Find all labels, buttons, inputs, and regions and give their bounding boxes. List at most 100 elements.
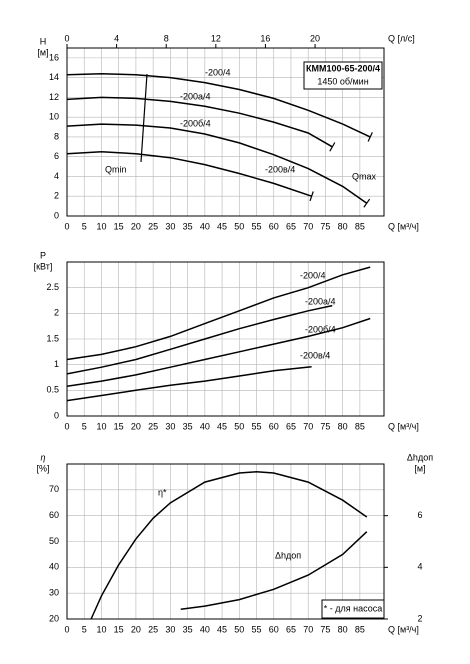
y-tick-label: 2	[54, 308, 59, 318]
x-tick-label: 25	[148, 624, 158, 634]
x2-axis-label: Q [л/с]	[388, 33, 415, 43]
x-tick-label: 15	[114, 421, 124, 431]
note-box	[321, 599, 385, 619]
y-tick-label: 16	[49, 52, 59, 62]
y2-tick-label: 6	[417, 510, 422, 520]
x-tick-label: 20	[131, 221, 141, 231]
series-label: -200б/4	[180, 118, 211, 128]
y-tick-label: 20	[49, 613, 59, 623]
y2-axis-label: Δhдоп	[407, 452, 433, 462]
end-mark	[329, 142, 336, 152]
curve	[66, 304, 333, 375]
series-label: η*	[158, 487, 167, 497]
x-tick-label: 80	[338, 421, 348, 431]
y-tick-label: 30	[49, 588, 59, 598]
x-tick-label: 55	[252, 221, 262, 231]
curve	[66, 317, 371, 387]
model-box	[303, 61, 383, 90]
series-label: -200в/4	[300, 350, 330, 360]
x-tick-label: 75	[320, 221, 330, 231]
y-tick-label: 70	[49, 484, 59, 494]
plot-frame	[66, 261, 385, 417]
x-tick-label: 30	[165, 221, 175, 231]
chart-title: КММ100-65-200/4	[306, 63, 380, 73]
x-tick-label: 75	[320, 421, 330, 431]
x-tick-label: 60	[269, 421, 279, 431]
chart-subtitle: 1450 об/мин	[317, 76, 368, 86]
annotation: Qmax	[352, 171, 377, 181]
y-tick-label: 8	[54, 131, 59, 141]
x-tick-label: 10	[96, 624, 106, 634]
x-axis-label: Q [м³/ч]	[388, 221, 419, 231]
y2-axis-unit: [м]	[414, 463, 425, 473]
y-tick-label: 40	[49, 562, 59, 572]
y-axis-label: P	[40, 250, 46, 260]
x-tick-label: 85	[355, 221, 365, 231]
x-axis-label: Q [м³/ч]	[388, 624, 419, 634]
y-tick-label: 2	[54, 191, 59, 201]
x-tick-label: 65	[286, 221, 296, 231]
y2-tick-label: 4	[417, 562, 422, 572]
x-tick-label: 5	[82, 624, 87, 634]
x-tick-label: 30	[165, 421, 175, 431]
x-tick-label: 55	[252, 421, 262, 431]
x-tick-label: 50	[234, 421, 244, 431]
end-mark	[363, 198, 371, 208]
y-tick-label: 14	[49, 72, 59, 82]
x-tick-label: 60	[269, 221, 279, 231]
x2-tick-label: 20	[310, 33, 320, 43]
series-label: -200/4	[205, 67, 231, 77]
x-tick-label: 40	[200, 221, 210, 231]
x-tick-label: 25	[148, 421, 158, 431]
y-axis-unit: [кВт]	[34, 261, 53, 271]
x-tick-label: 40	[200, 421, 210, 431]
qmin-line	[140, 73, 148, 163]
x-tick-label: 85	[355, 421, 365, 431]
x-tick-label: 40	[200, 624, 210, 634]
y-tick-label: 50	[49, 536, 59, 546]
y-tick-label: 0.5	[46, 385, 59, 395]
plot-frame	[66, 47, 385, 217]
x-tick-label: 45	[217, 221, 227, 231]
x2-tick-label: 8	[164, 33, 169, 43]
y-tick-label: 2.5	[46, 282, 59, 292]
x-tick-label: 70	[303, 624, 313, 634]
x-tick-label: 10	[96, 221, 106, 231]
x-tick-label: 0	[64, 421, 69, 431]
x-tick-label: 35	[183, 624, 193, 634]
x-tick-label: 35	[183, 421, 193, 431]
x-tick-label: 20	[131, 421, 141, 431]
note: * - для насоса	[324, 603, 382, 613]
annotation: Qmin	[105, 164, 127, 174]
series-label: -200/4	[300, 270, 326, 280]
x-tick-label: 50	[234, 624, 244, 634]
y-tick-label: 1.5	[46, 333, 59, 343]
y-tick-label: 60	[49, 510, 59, 520]
y-tick-label: 0	[54, 410, 59, 420]
x2-tick-label: 12	[211, 33, 221, 43]
x-tick-label: 65	[286, 421, 296, 431]
x-tick-label: 75	[320, 624, 330, 634]
series-label: Δhдоп	[275, 550, 301, 560]
x-tick-label: 70	[303, 421, 313, 431]
y-axis-unit: [%]	[36, 463, 49, 473]
series-label: -200а/4	[305, 296, 336, 306]
curve	[66, 123, 368, 204]
x-tick-label: 30	[165, 624, 175, 634]
series-label: -200б/4	[305, 324, 336, 334]
x2-tick-label: 16	[260, 33, 270, 43]
x-tick-label: 15	[114, 221, 124, 231]
curve	[66, 151, 312, 197]
x-tick-label: 70	[303, 221, 313, 231]
x-tick-label: 80	[338, 624, 348, 634]
x-tick-label: 80	[338, 221, 348, 231]
y-tick-label: 10	[49, 112, 59, 122]
x-tick-label: 0	[64, 221, 69, 231]
curve	[66, 365, 312, 402]
x-tick-label: 5	[82, 221, 87, 231]
end-mark	[367, 132, 373, 142]
curve	[66, 72, 371, 138]
y-tick-label: 6	[54, 151, 59, 161]
x-tick-label: 35	[183, 221, 193, 231]
